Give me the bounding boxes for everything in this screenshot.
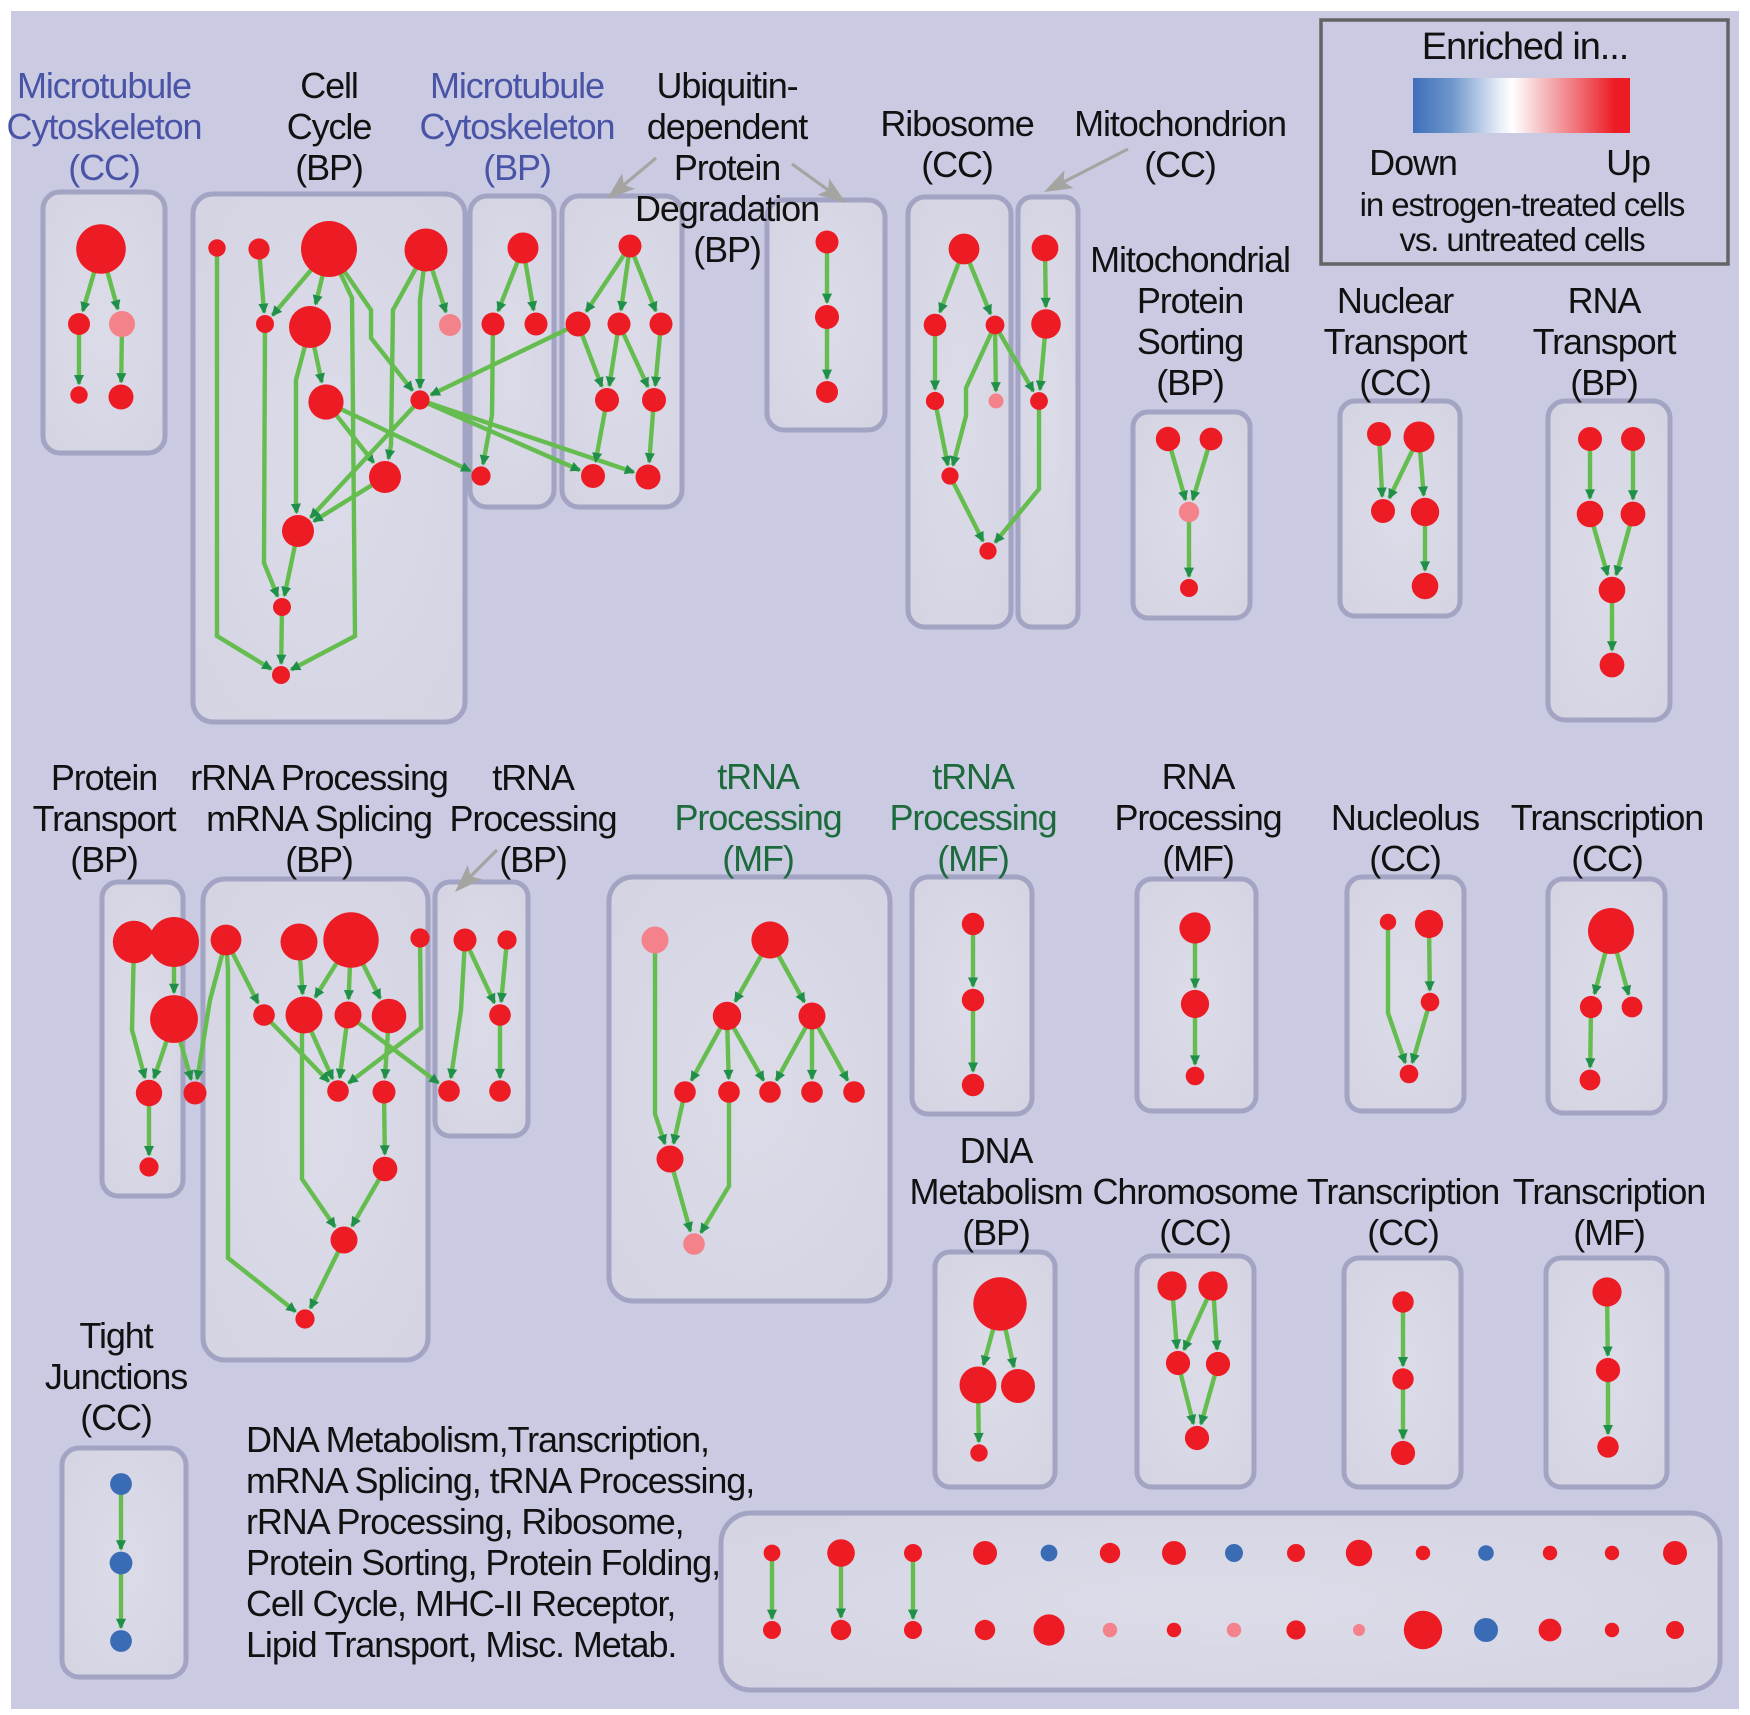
svg-text:Protein Sorting, Protein Foldi: Protein Sorting, Protein Folding, bbox=[246, 1542, 720, 1583]
svg-text:(MF): (MF) bbox=[937, 838, 1009, 879]
svg-text:Cell Cycle, MHC-II Receptor,: Cell Cycle, MHC-II Receptor, bbox=[246, 1583, 675, 1624]
svg-text:Protein: Protein bbox=[1137, 280, 1243, 321]
svg-text:mRNA Splicing: mRNA Splicing bbox=[206, 798, 432, 839]
svg-text:vs. untreated cells: vs. untreated cells bbox=[1399, 221, 1645, 258]
svg-text:Mitochondrion: Mitochondrion bbox=[1074, 103, 1286, 144]
svg-text:Protein: Protein bbox=[51, 757, 157, 798]
svg-text:(BP): (BP) bbox=[295, 147, 363, 188]
svg-text:Mitochondrial: Mitochondrial bbox=[1090, 239, 1290, 280]
svg-text:(BP): (BP) bbox=[1156, 362, 1224, 403]
svg-text:Degradation: Degradation bbox=[635, 188, 819, 229]
svg-text:(BP): (BP) bbox=[1570, 362, 1638, 403]
svg-text:Nuclear: Nuclear bbox=[1337, 280, 1454, 321]
svg-text:Protein: Protein bbox=[674, 147, 780, 188]
svg-text:(CC): (CC) bbox=[1159, 1212, 1231, 1253]
svg-text:in estrogen-treated cells: in estrogen-treated cells bbox=[1360, 186, 1685, 223]
svg-text:Transport: Transport bbox=[33, 798, 177, 839]
svg-text:(CC): (CC) bbox=[1367, 1212, 1439, 1253]
svg-text:Transport: Transport bbox=[1324, 321, 1468, 362]
svg-text:Metabolism: Metabolism bbox=[909, 1171, 1082, 1212]
svg-text:Cell: Cell bbox=[300, 65, 358, 106]
svg-text:(MF): (MF) bbox=[722, 838, 794, 879]
svg-text:(BP): (BP) bbox=[70, 839, 138, 880]
svg-text:Cycle: Cycle bbox=[287, 106, 372, 147]
svg-text:(CC): (CC) bbox=[921, 144, 993, 185]
svg-text:Tight: Tight bbox=[79, 1315, 153, 1356]
svg-text:Nucleolus: Nucleolus bbox=[1331, 797, 1479, 838]
svg-text:(CC): (CC) bbox=[68, 147, 140, 188]
svg-text:rRNA Processing: rRNA Processing bbox=[190, 757, 448, 798]
svg-text:Transport: Transport bbox=[1533, 321, 1677, 362]
svg-text:Processing: Processing bbox=[449, 798, 616, 839]
svg-text:Cytoskeleton: Cytoskeleton bbox=[7, 106, 202, 147]
svg-text:(CC): (CC) bbox=[80, 1397, 152, 1438]
svg-text:Processing: Processing bbox=[1114, 797, 1281, 838]
svg-text:Enriched in...: Enriched in... bbox=[1422, 26, 1628, 68]
svg-text:RNA: RNA bbox=[1162, 756, 1236, 797]
svg-text:tRNA: tRNA bbox=[717, 756, 800, 797]
svg-text:tRNA: tRNA bbox=[492, 757, 575, 798]
svg-text:rRNA Processing, Ribosome,: rRNA Processing, Ribosome, bbox=[246, 1501, 684, 1542]
svg-text:Microtubule: Microtubule bbox=[430, 65, 604, 106]
svg-text:Microtubule: Microtubule bbox=[17, 65, 191, 106]
svg-text:Cytoskeleton: Cytoskeleton bbox=[420, 106, 615, 147]
svg-text:(CC): (CC) bbox=[1571, 838, 1643, 879]
svg-text:Transcription: Transcription bbox=[1511, 797, 1703, 838]
svg-text:(BP): (BP) bbox=[693, 229, 761, 270]
svg-text:tRNA: tRNA bbox=[932, 756, 1015, 797]
svg-text:Down: Down bbox=[1369, 142, 1457, 183]
svg-text:(BP): (BP) bbox=[285, 839, 353, 880]
svg-text:(BP): (BP) bbox=[962, 1212, 1030, 1253]
svg-text:dependent: dependent bbox=[647, 106, 808, 147]
svg-text:Processing: Processing bbox=[674, 797, 841, 838]
svg-text:DNA Metabolism,Transcription,: DNA Metabolism,Transcription, bbox=[246, 1419, 709, 1460]
svg-text:(BP): (BP) bbox=[483, 147, 551, 188]
svg-text:Ribosome: Ribosome bbox=[880, 103, 1033, 144]
svg-text:(CC): (CC) bbox=[1144, 144, 1216, 185]
svg-text:mRNA Splicing, tRNA Processing: mRNA Splicing, tRNA Processing, bbox=[246, 1460, 754, 1501]
svg-text:Sorting: Sorting bbox=[1137, 321, 1243, 362]
svg-text:DNA: DNA bbox=[960, 1130, 1034, 1171]
svg-text:Processing: Processing bbox=[889, 797, 1056, 838]
svg-text:(BP): (BP) bbox=[499, 839, 567, 880]
svg-text:Chromosome: Chromosome bbox=[1092, 1171, 1297, 1212]
svg-text:Transcription: Transcription bbox=[1307, 1171, 1499, 1212]
svg-text:Ubiquitin-: Ubiquitin- bbox=[656, 65, 797, 106]
svg-text:RNA: RNA bbox=[1568, 280, 1642, 321]
svg-text:Lipid Transport, Misc. Metab.: Lipid Transport, Misc. Metab. bbox=[246, 1624, 676, 1665]
svg-text:(MF): (MF) bbox=[1162, 838, 1234, 879]
svg-text:(MF): (MF) bbox=[1573, 1212, 1645, 1253]
svg-text:(CC): (CC) bbox=[1369, 838, 1441, 879]
svg-text:(CC): (CC) bbox=[1359, 362, 1431, 403]
svg-text:Up: Up bbox=[1606, 142, 1650, 183]
svg-text:Junctions: Junctions bbox=[45, 1356, 187, 1397]
svg-text:Transcription: Transcription bbox=[1513, 1171, 1705, 1212]
